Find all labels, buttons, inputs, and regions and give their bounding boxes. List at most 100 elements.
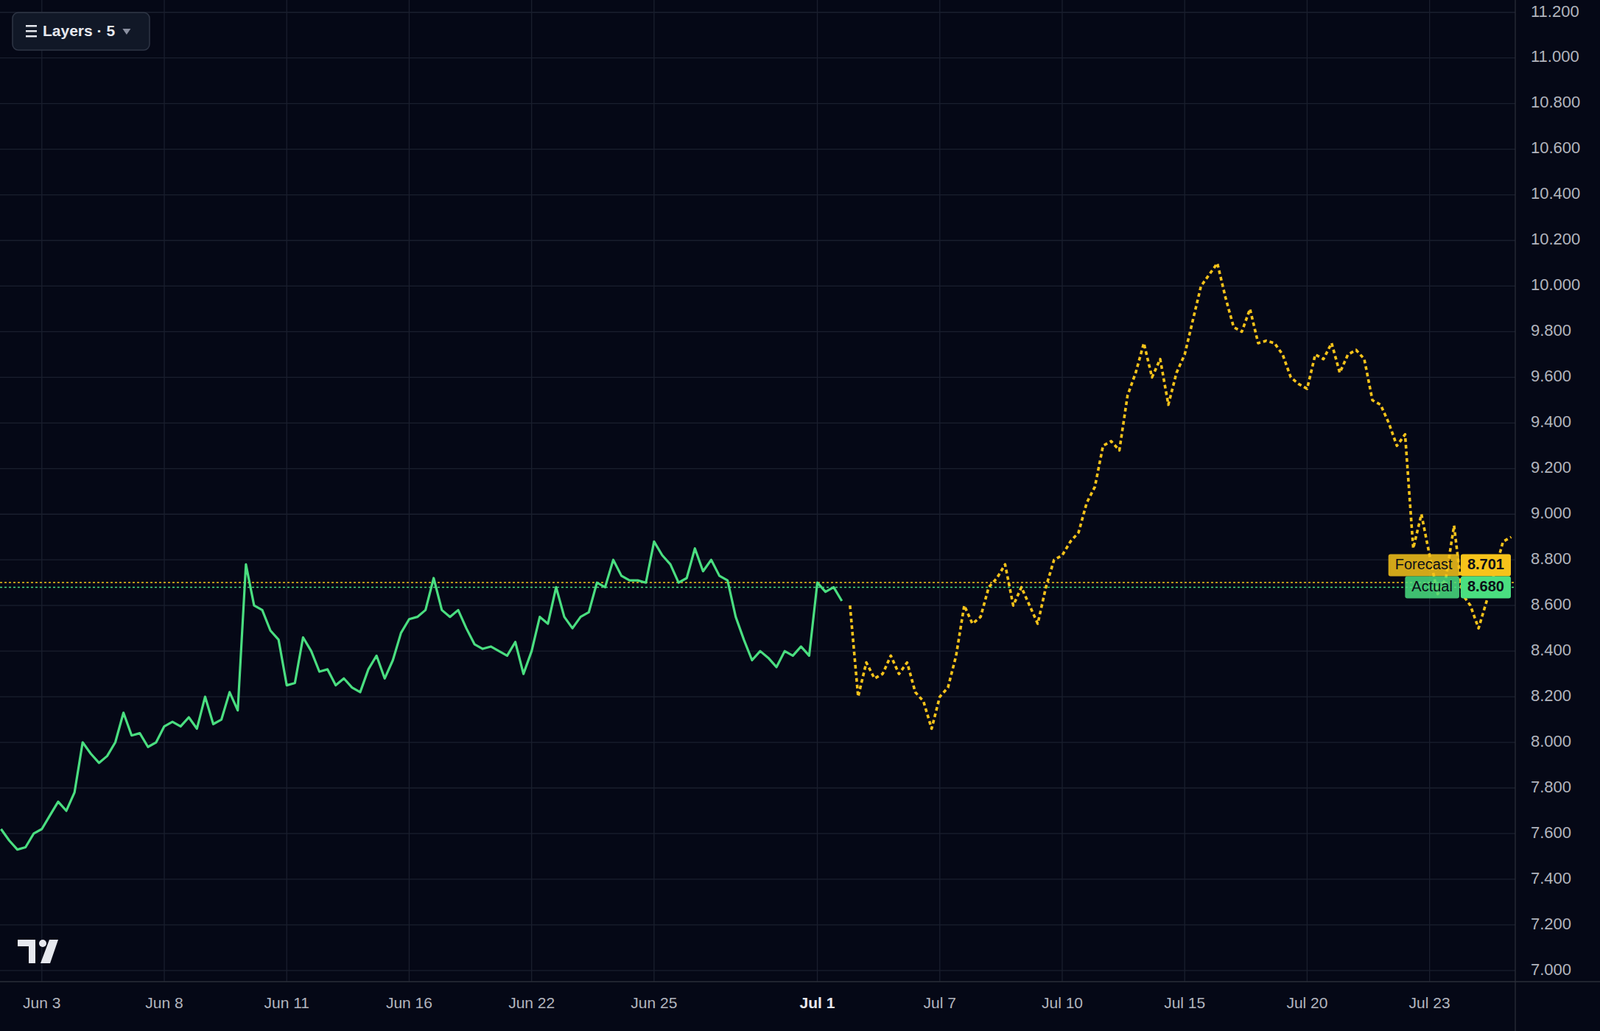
y-axis-line — [1514, 0, 1516, 1031]
y-tick-label: 7.600 — [1530, 823, 1572, 842]
grid-line — [0, 331, 1516, 333]
logo — [17, 939, 59, 964]
x-tick-label: Jul 10 — [1041, 994, 1083, 1012]
grid-line — [0, 11, 1516, 13]
price-label-value: 8.680 — [1467, 578, 1505, 595]
x-tick-label: Jun 8 — [145, 994, 183, 1012]
price-label: Forecast 8.701 — [1388, 553, 1511, 577]
grid-line — [0, 285, 1516, 287]
y-tick-label: 8.000 — [1530, 732, 1572, 751]
y-tick-label: 8.600 — [1530, 595, 1572, 614]
x-tick-label: Jun 22 — [508, 994, 555, 1012]
x-axis-line — [0, 981, 1600, 982]
y-tick-label: 8.400 — [1530, 640, 1572, 660]
y-tick-label: 7.400 — [1530, 869, 1572, 888]
x-tick-label: Jun 11 — [263, 994, 310, 1012]
price-label-name-box — [1388, 553, 1460, 577]
grid-line — [0, 650, 1516, 652]
menu-icon-bar — [25, 35, 37, 38]
logo-part — [39, 939, 47, 948]
grid-line — [0, 57, 1516, 59]
grid-line — [0, 194, 1516, 196]
price-label-value-box — [1460, 553, 1511, 577]
series-line — [0, 541, 842, 850]
y-tick-label: 10.200 — [1530, 229, 1581, 249]
grid-line — [0, 924, 1516, 926]
grid-line — [0, 422, 1516, 424]
y-tick-label: 11.200 — [1530, 2, 1580, 21]
x-tick-label: Jul 1 — [800, 994, 836, 1012]
y-tick-label: 9.800 — [1530, 321, 1572, 340]
logo-part — [40, 939, 59, 964]
grid-line — [0, 970, 1516, 971]
grid-line — [653, 0, 655, 982]
grid-line — [408, 0, 410, 982]
grid-line — [0, 468, 1516, 470]
y-tick-label: 7.800 — [1530, 777, 1572, 797]
y-tick-label: 9.600 — [1530, 366, 1572, 386]
dropdown-arrow — [122, 28, 131, 35]
chart: 7.000 7.200 7.400 7.600 7.800 8.000 8.200 8.400… — [0, 0, 1600, 1031]
menu-icon-bar — [25, 25, 37, 28]
y-tick-label: 8.800 — [1530, 549, 1572, 568]
price-label: Actual 8.680 — [1404, 576, 1511, 599]
series-line — [850, 262, 1512, 729]
layers-button-box[interactable] — [12, 12, 150, 51]
y-tick-label: 7.200 — [1530, 914, 1572, 934]
price-label-name: Forecast — [1395, 556, 1453, 573]
grid-line — [816, 0, 818, 982]
y-tick-label: 10.400 — [1530, 184, 1581, 203]
grid-line — [0, 148, 1516, 150]
grid-line — [41, 0, 42, 982]
grid-line — [0, 605, 1516, 607]
grid-line — [0, 878, 1516, 880]
x-tick-label: Jun 25 — [630, 994, 677, 1012]
grid — [0, 0, 1516, 982]
grid-line — [0, 787, 1516, 789]
price-label-value-box — [1460, 576, 1511, 599]
price-label-name: Actual — [1411, 578, 1453, 595]
x-tick-label: Jul 15 — [1163, 994, 1206, 1012]
layers-label: Layers · 5 — [42, 22, 115, 40]
grid-line — [1306, 0, 1308, 982]
price-label-value: 8.701 — [1467, 556, 1505, 573]
grid-line — [0, 514, 1516, 515]
grid-line — [163, 0, 165, 982]
x-tick-label: Jun 3 — [22, 994, 61, 1012]
plot-area — [0, 262, 1516, 850]
y-tick-label: 10.800 — [1530, 92, 1581, 112]
layers-button[interactable]: Layers · 5 — [12, 12, 150, 51]
menu-icon-bar — [25, 30, 37, 33]
x-tick-label: Jul 23 — [1409, 994, 1451, 1012]
price-label-name-box — [1404, 576, 1460, 599]
y-tick-label: 9.000 — [1530, 503, 1572, 523]
grid-line — [1061, 0, 1063, 982]
grid-line — [0, 240, 1516, 241]
price-line — [0, 587, 1516, 589]
y-tick-label: 10.000 — [1530, 275, 1581, 294]
grid-line — [0, 103, 1516, 104]
y-tick-label: 9.400 — [1530, 412, 1572, 431]
grid-line — [1184, 0, 1186, 982]
y-tick-label: 11.000 — [1530, 47, 1580, 66]
y-tick-label: 7.000 — [1530, 960, 1572, 980]
grid-line — [0, 377, 1516, 378]
axes: 7.000 7.200 7.400 7.600 7.800 8.000 8.200 8.400… — [0, 0, 1600, 1031]
x-tick-label: Jul 20 — [1286, 994, 1328, 1012]
grid-line — [0, 559, 1516, 561]
grid-line — [0, 741, 1516, 743]
y-tick-label: 9.200 — [1530, 458, 1572, 477]
grid-line — [531, 0, 532, 982]
grid-line — [0, 833, 1516, 834]
price-labels: Forecast 8.701 Actual 8.680 — [1388, 553, 1511, 599]
logo-part — [17, 939, 36, 964]
x-tick-label: Jul 7 — [923, 994, 957, 1012]
grid-line — [939, 0, 940, 982]
y-tick-label: 8.200 — [1530, 686, 1572, 705]
price-line — [0, 581, 1516, 584]
grid-line — [1429, 0, 1430, 982]
y-tick-label: 10.600 — [1530, 138, 1581, 157]
grid-line — [286, 0, 288, 982]
x-tick-label: Jun 16 — [386, 994, 433, 1012]
background — [0, 0, 1600, 1031]
